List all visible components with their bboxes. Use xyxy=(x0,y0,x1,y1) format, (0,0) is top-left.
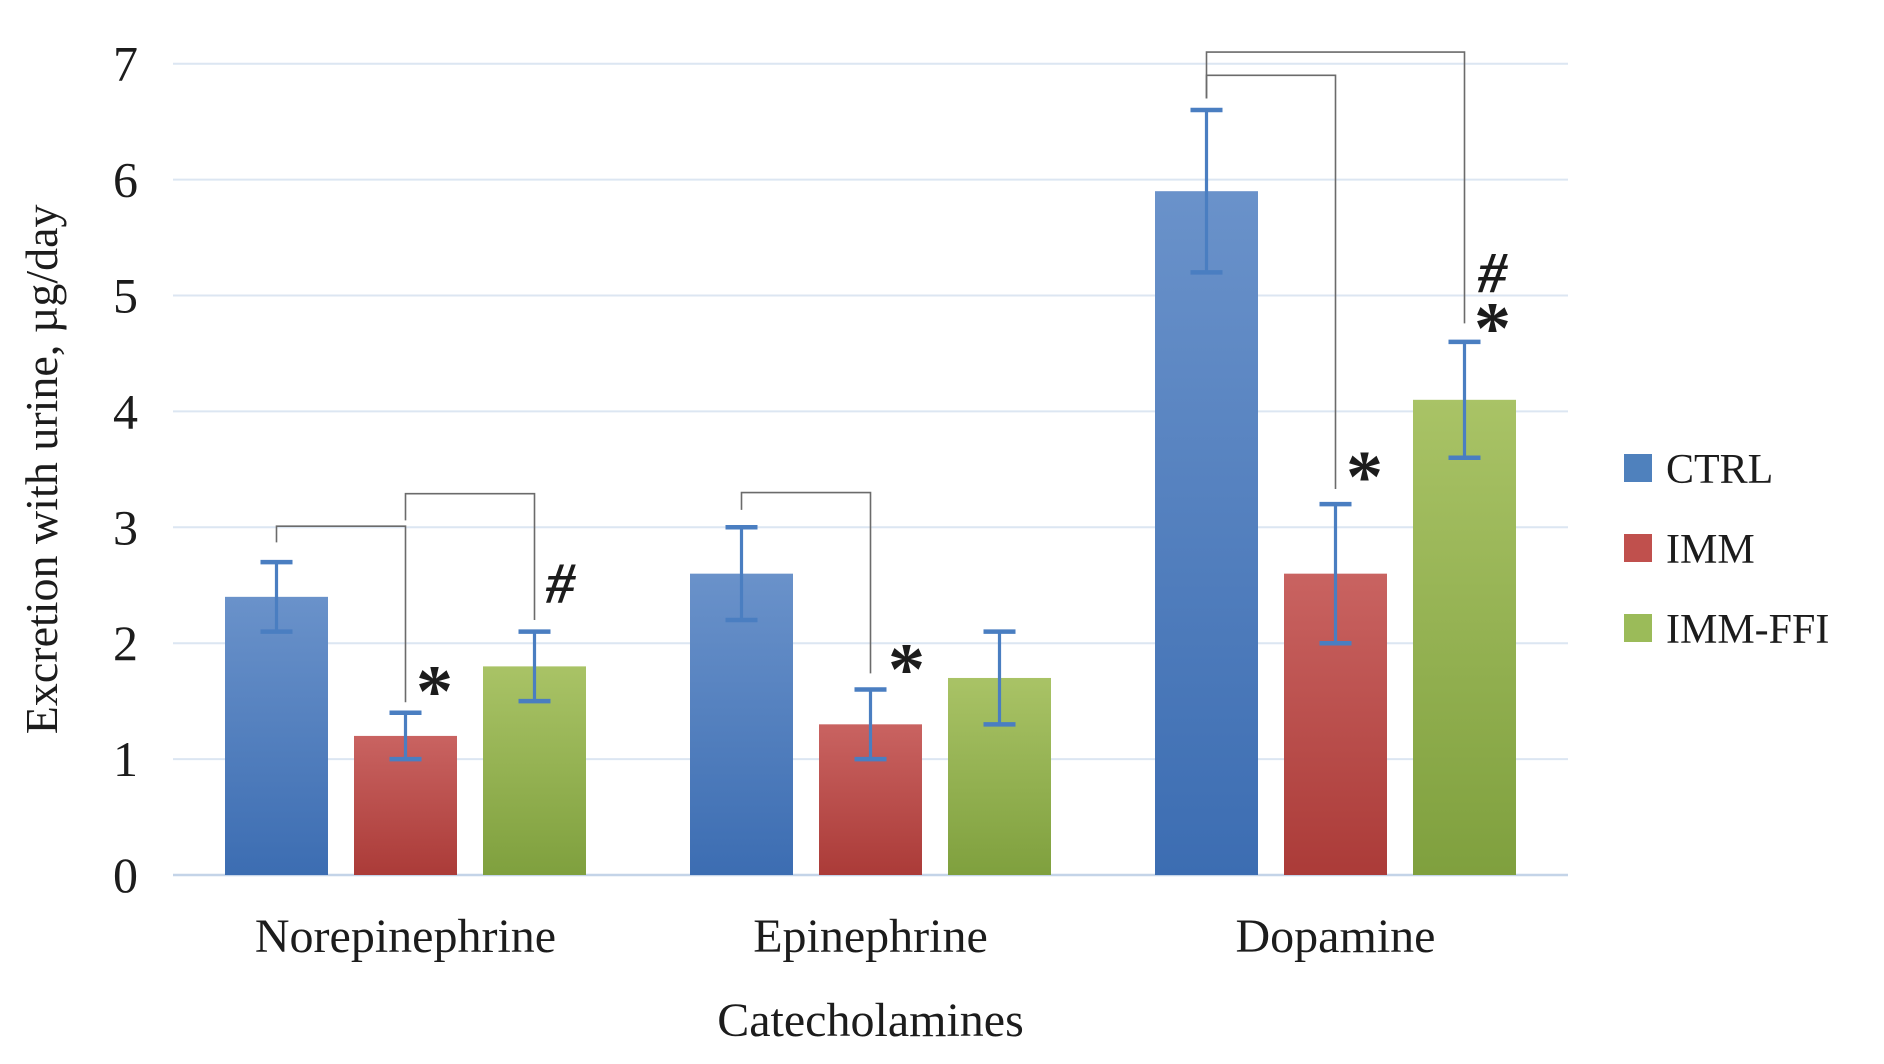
bar-CTRL-Norepinephrine xyxy=(225,596,328,875)
error-bar-IMM-FFI-Epinephrine xyxy=(983,629,1016,727)
legend-swatch-IMM xyxy=(1624,534,1652,562)
significance-bracket-4 xyxy=(1205,51,1466,324)
error-bar-CTRL-Norepinephrine xyxy=(260,559,293,634)
error-bar-IMM-FFI-Dopamine xyxy=(1448,339,1481,461)
y-tick-label-0: 0 xyxy=(113,847,138,903)
error-bar-IMM-Dopamine xyxy=(1319,501,1352,646)
error-bar-IMM-FFI-Norepinephrine xyxy=(518,629,551,704)
significance-bracket-0 xyxy=(275,525,407,703)
error-bar-CTRL-Epinephrine xyxy=(725,525,758,623)
y-tick-label-4: 4 xyxy=(113,383,138,439)
legend-swatch-CTRL xyxy=(1624,454,1652,482)
significance-marker-*-5: * xyxy=(1474,288,1511,370)
bars xyxy=(225,191,1516,875)
legend-item-IMM-FFI: IMM-FFI xyxy=(1624,607,1829,653)
bar-IMM-FFI-Dopamine xyxy=(1413,399,1516,875)
y-tick-label-2: 2 xyxy=(113,615,138,671)
significance-markers: *#**#* xyxy=(416,240,1511,733)
y-axis-title: Excretion with urine, µg/day xyxy=(16,204,67,734)
legend-label-IMM: IMM xyxy=(1666,527,1755,573)
legend: CTRL IMM IMM-FFI xyxy=(1624,447,1829,653)
significance-marker-*-0: * xyxy=(416,651,453,733)
x-category-label-Dopamine: Dopamine xyxy=(1236,910,1436,963)
y-tick-label-3: 3 xyxy=(113,499,138,555)
legend-label-CTRL: CTRL xyxy=(1666,447,1773,493)
error-bar-IMM-Norepinephrine xyxy=(389,710,422,762)
y-tick-label-7: 7 xyxy=(113,36,138,92)
x-category-label-Epinephrine: Epinephrine xyxy=(753,910,988,963)
significance-marker-*-2: * xyxy=(888,629,925,711)
bar-CTRL-Dopamine xyxy=(1155,191,1258,875)
legend-item-CTRL: CTRL xyxy=(1624,447,1773,493)
y-axis-ticks: 0 1 2 3 4 5 6 7 xyxy=(113,36,138,903)
y-tick-label-6: 6 xyxy=(113,152,138,208)
x-category-label-Norepinephrine: Norepinephrine xyxy=(255,910,556,963)
significance-brackets xyxy=(275,51,1466,703)
significance-bracket-1 xyxy=(404,492,536,621)
y-tick-label-1: 1 xyxy=(113,731,138,787)
x-axis-title: Catecholamines xyxy=(717,994,1024,1047)
error-bars xyxy=(260,107,1481,762)
significance-bracket-2 xyxy=(740,491,872,674)
error-bar-CTRL-Dopamine xyxy=(1190,107,1223,275)
legend-label-IMM-FFI: IMM-FFI xyxy=(1666,607,1829,653)
significance-marker-#-4: # xyxy=(1477,240,1508,305)
significance-marker-*-3: * xyxy=(1346,436,1383,518)
x-axis-labels: Norepinephrine Epinephrine Dopamine xyxy=(255,910,1436,963)
legend-item-IMM: IMM xyxy=(1624,527,1755,573)
bar-CTRL-Epinephrine xyxy=(690,573,793,875)
error-bar-IMM-Epinephrine xyxy=(854,687,887,762)
legend-swatch-IMM-FFI xyxy=(1624,614,1652,642)
significance-marker-#-1: # xyxy=(545,551,576,616)
y-tick-label-5: 5 xyxy=(113,268,138,324)
